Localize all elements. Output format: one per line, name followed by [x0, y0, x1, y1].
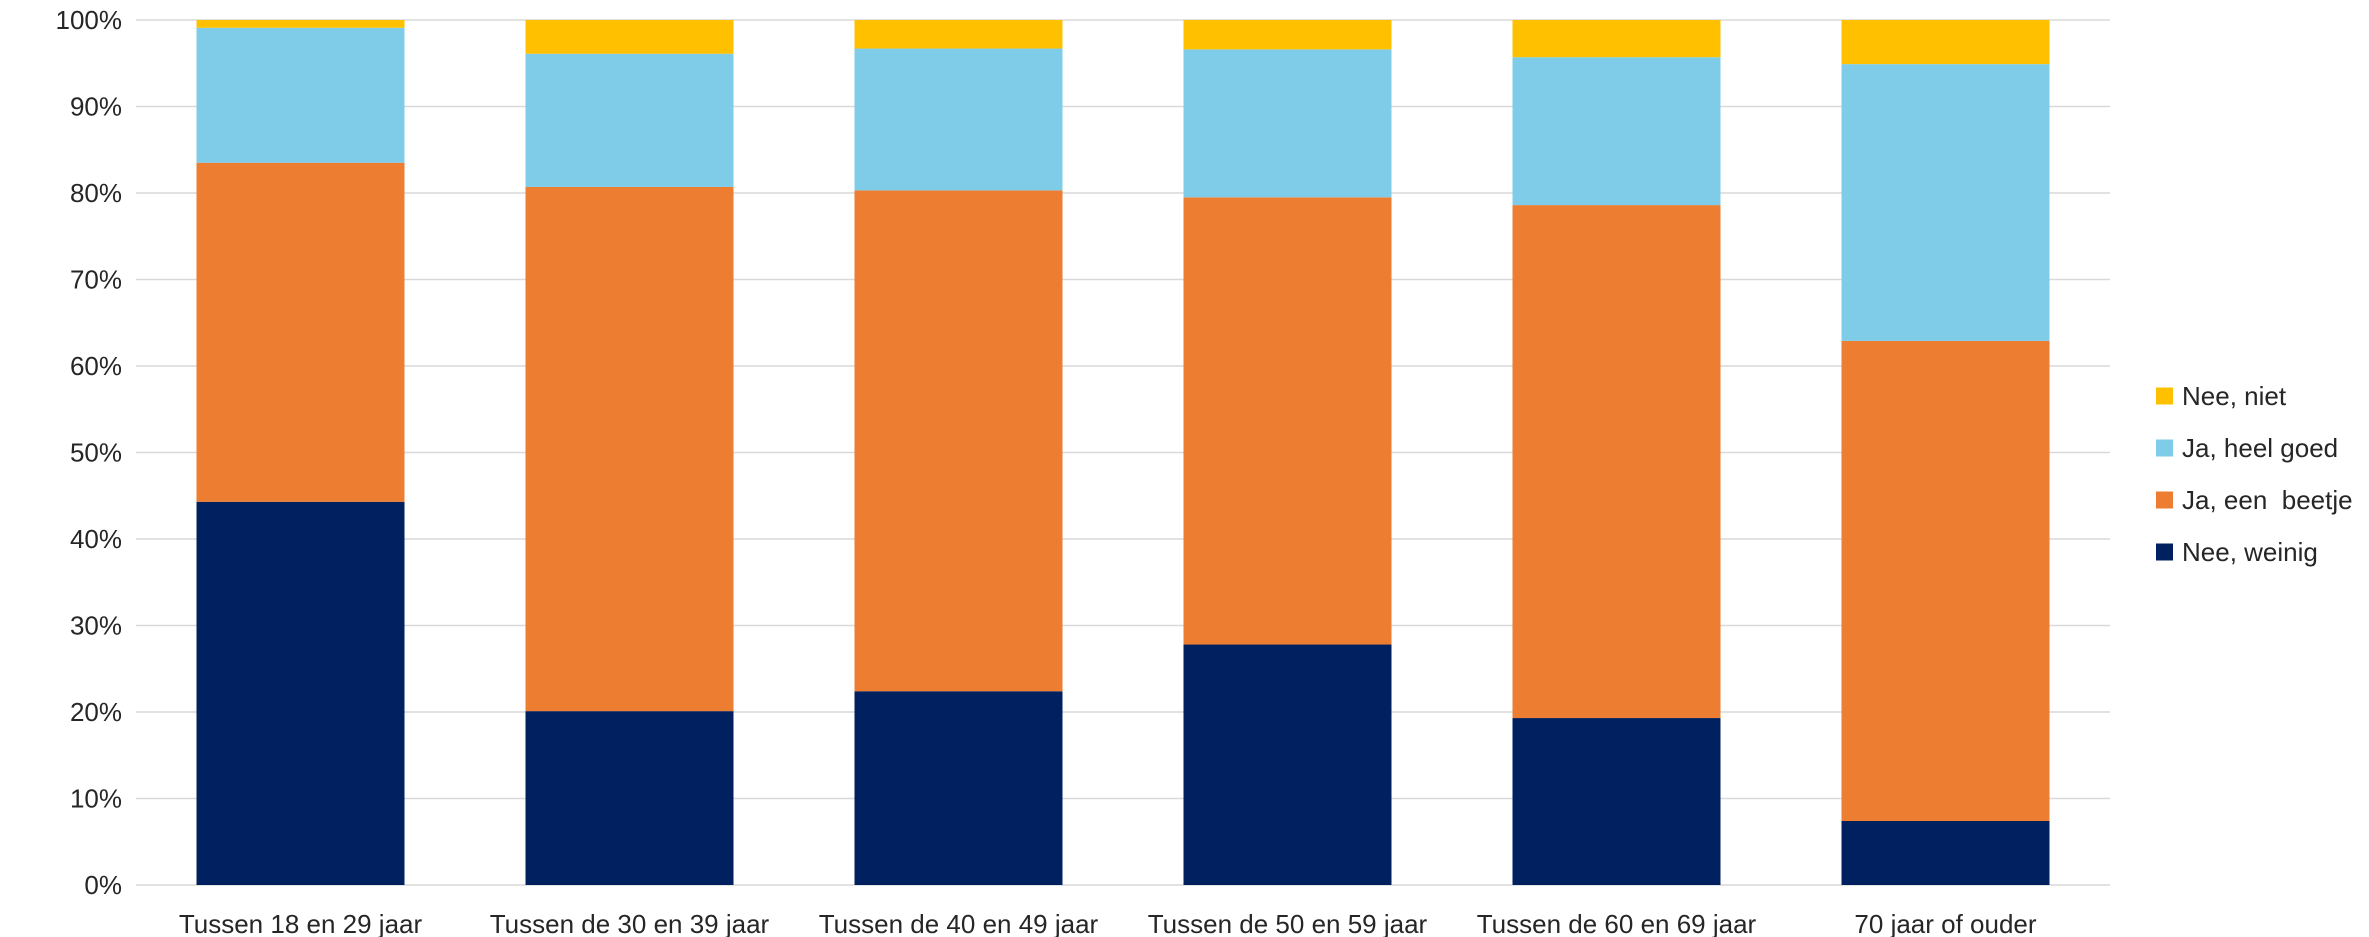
x-axis-ticks: Tussen 18 en 29 jaar Tussen de 30 en 39 j… — [179, 909, 2037, 937]
legend-label: Nee, weinig — [2182, 537, 2318, 567]
y-tick-label: 90% — [70, 92, 122, 122]
bar-segment — [1841, 20, 2050, 65]
y-tick-label: 20% — [70, 697, 122, 727]
grid-lines — [136, 19, 2110, 886]
y-tick-label: 70% — [70, 265, 122, 295]
bar-segment — [854, 48, 1063, 191]
legend-label: Ja, een beetje — [2182, 485, 2353, 515]
legend-swatch — [2156, 439, 2173, 457]
bar-segment — [196, 162, 405, 502]
x-tick-label: Tussen de 50 en 59 jaar — [1148, 909, 1428, 937]
bar-segment — [1841, 820, 2050, 885]
y-tick-label: 0% — [84, 870, 122, 900]
x-tick-label: Tussen de 60 en 69 jaar — [1477, 909, 1757, 937]
y-tick-label: 10% — [70, 784, 122, 814]
bar-segment — [854, 691, 1063, 885]
y-axis-ticks: 0% 10% 20% 30% 40% 50% 60% 70% 80% 90% 100% — [56, 5, 123, 900]
y-tick-label: 100% — [56, 5, 123, 35]
x-tick-label: 70 jaar of ouder — [1854, 909, 2036, 937]
legend-label: Ja, heel goed — [2182, 433, 2338, 463]
x-tick-label: Tussen de 40 en 49 jaar — [819, 909, 1099, 937]
bar-segment — [196, 20, 405, 28]
y-tick-label: 40% — [70, 524, 122, 554]
bar-segment — [1183, 644, 1392, 885]
y-tick-label: 50% — [70, 438, 122, 468]
bar-segment — [1512, 57, 1721, 206]
legend-swatch — [2156, 491, 2173, 509]
legend: Nee, niet Ja, heel goed Ja, een beetje Nee,… — [2156, 381, 2353, 567]
bar-segment — [525, 711, 734, 885]
x-tick-label: Tussen de 30 en 39 jaar — [490, 909, 770, 937]
bar-segment — [1512, 205, 1721, 719]
bar-segment — [854, 190, 1063, 692]
legend-swatch — [2156, 387, 2173, 405]
bars — [196, 20, 2050, 885]
bar-segment — [1183, 197, 1392, 645]
bar-segment — [1183, 20, 1392, 50]
bar-segment — [1512, 718, 1721, 885]
bar-segment — [525, 186, 734, 712]
bar-segment — [1841, 64, 2050, 341]
bar-segment — [525, 53, 734, 187]
bar-segment — [1183, 49, 1392, 198]
y-tick-label: 60% — [70, 351, 122, 381]
legend-label: Nee, niet — [2182, 381, 2287, 411]
bar-segment — [1512, 20, 1721, 58]
bar-segment — [196, 501, 405, 885]
bar-segment — [854, 20, 1063, 49]
legend-swatch — [2156, 543, 2173, 561]
x-tick-label: Tussen 18 en 29 jaar — [179, 909, 423, 937]
y-tick-label: 30% — [70, 611, 122, 641]
bar-segment — [525, 20, 734, 54]
y-tick-label: 80% — [70, 178, 122, 208]
bar-segment — [196, 27, 405, 163]
bar-segment — [1841, 340, 2050, 821]
